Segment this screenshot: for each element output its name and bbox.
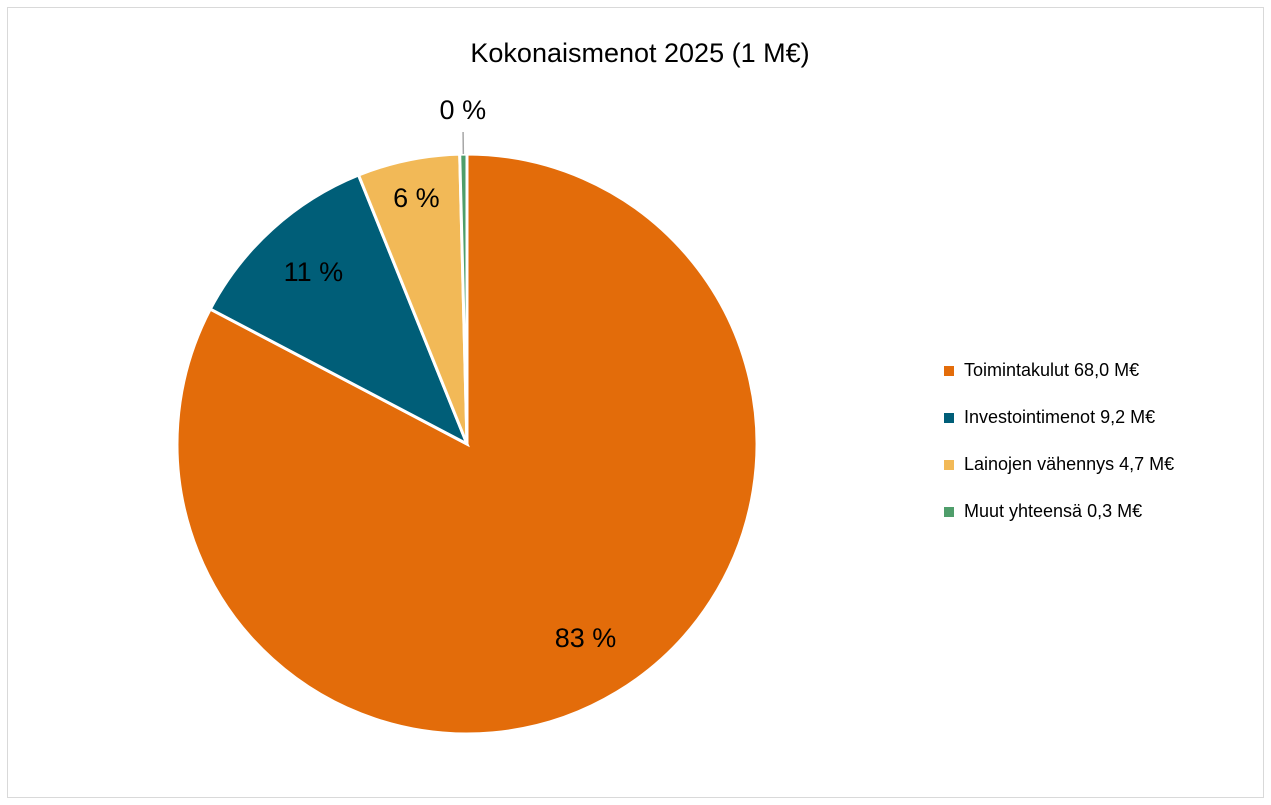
data-label: 0 % [440,95,487,125]
data-label: 6 % [393,183,440,213]
data-label: 11 % [284,257,344,287]
pie-slice [458,152,469,445]
legend-label: Lainojen vähennys 4,7 M€ [964,454,1174,474]
pie-slice [208,173,470,448]
data-label: 83 % [555,623,617,653]
legend-swatch [944,413,954,423]
legend-label: Muut yhteensä 0,3 M€ [964,501,1142,521]
pie-slice [175,152,759,736]
chart-title: Kokonaismenot 2025 (1 M€) [470,38,809,68]
legend-swatch [944,366,954,376]
legend-swatch [944,460,954,470]
legend-swatch [944,507,954,517]
legend-label: Toimintakulut 68,0 M€ [964,360,1139,380]
legend-label: Investointimenot 9,2 M€ [964,407,1155,427]
